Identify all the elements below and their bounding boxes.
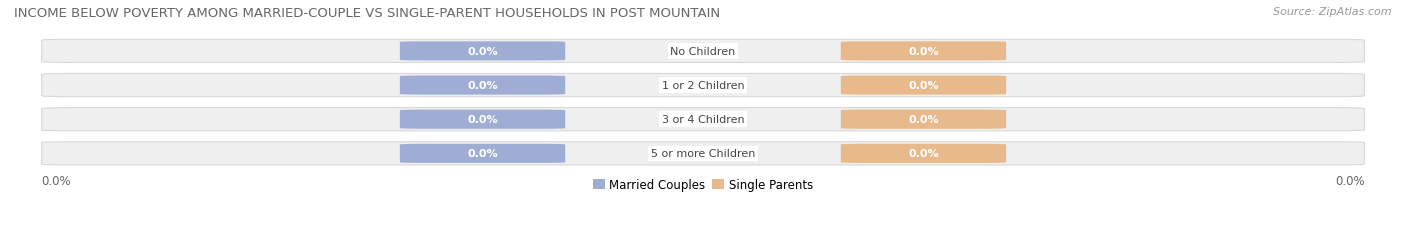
FancyBboxPatch shape <box>841 144 1007 163</box>
Text: 0.0%: 0.0% <box>42 174 72 187</box>
Text: Source: ZipAtlas.com: Source: ZipAtlas.com <box>1274 7 1392 17</box>
FancyBboxPatch shape <box>399 42 565 61</box>
FancyBboxPatch shape <box>42 74 1364 97</box>
Text: 0.0%: 0.0% <box>908 149 939 159</box>
Text: 0.0%: 0.0% <box>467 115 498 125</box>
Text: 3 or 4 Children: 3 or 4 Children <box>662 115 744 125</box>
FancyBboxPatch shape <box>841 76 1007 95</box>
FancyBboxPatch shape <box>841 110 1007 129</box>
Text: 0.0%: 0.0% <box>1334 174 1364 187</box>
Text: 5 or more Children: 5 or more Children <box>651 149 755 159</box>
FancyBboxPatch shape <box>42 108 1364 131</box>
FancyBboxPatch shape <box>42 40 1364 63</box>
Text: 0.0%: 0.0% <box>908 47 939 57</box>
FancyBboxPatch shape <box>399 144 565 163</box>
Text: 0.0%: 0.0% <box>467 149 498 159</box>
Text: No Children: No Children <box>671 47 735 57</box>
Text: 0.0%: 0.0% <box>908 81 939 91</box>
Text: 0.0%: 0.0% <box>467 47 498 57</box>
Text: 0.0%: 0.0% <box>908 115 939 125</box>
FancyBboxPatch shape <box>399 76 565 95</box>
Text: 1 or 2 Children: 1 or 2 Children <box>662 81 744 91</box>
FancyBboxPatch shape <box>399 110 565 129</box>
Legend: Married Couples, Single Parents: Married Couples, Single Parents <box>588 173 818 196</box>
FancyBboxPatch shape <box>42 142 1364 165</box>
FancyBboxPatch shape <box>841 42 1007 61</box>
Text: INCOME BELOW POVERTY AMONG MARRIED-COUPLE VS SINGLE-PARENT HOUSEHOLDS IN POST MO: INCOME BELOW POVERTY AMONG MARRIED-COUPL… <box>14 7 720 20</box>
Text: 0.0%: 0.0% <box>467 81 498 91</box>
